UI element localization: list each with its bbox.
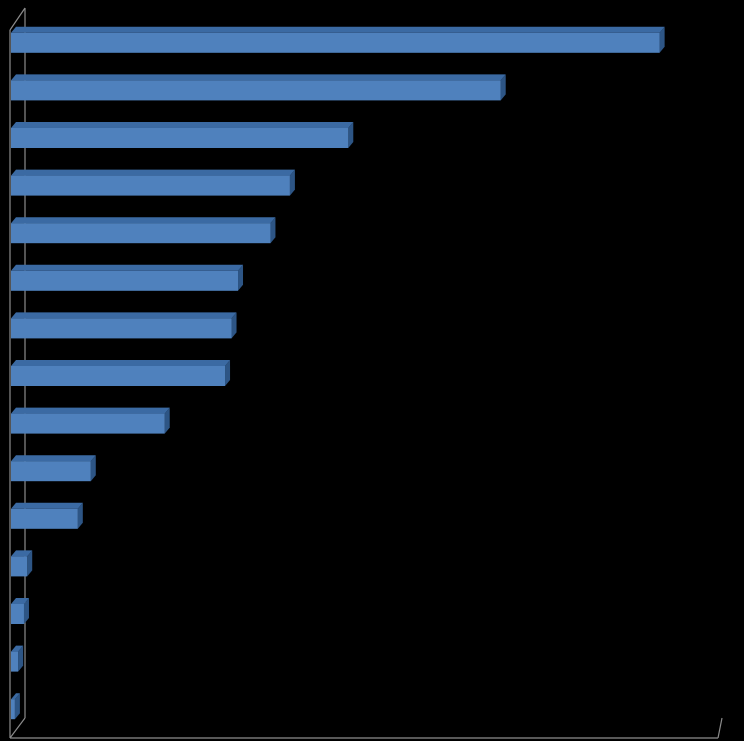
bar-side-face [231,312,237,339]
wall-top-edge [9,7,26,31]
bar [11,508,78,529]
bar-top-face [11,645,24,652]
bar [11,699,15,720]
bar-top-face [11,455,96,462]
bar [11,223,271,244]
bar-side-face [500,74,506,101]
bar [11,366,226,386]
bar-side-face [289,169,295,196]
bar [11,651,19,672]
bar [11,175,290,196]
bar-top-face [11,407,170,414]
bar-side-face [348,122,354,148]
bar-side-face [77,502,83,529]
bar [11,32,660,53]
bar-side-face [238,264,244,291]
bar [11,461,91,482]
bar-top-face [11,312,237,319]
bar [11,128,349,148]
bar-top-face [11,502,83,509]
bar [11,556,28,577]
bar [11,604,24,624]
bar-top-face [11,122,354,128]
bar-top-face [11,74,506,81]
bar-top-face [11,360,231,366]
bar [11,413,165,434]
bar-side-face [164,407,170,434]
floor-side-edge [9,717,26,739]
bar-top-face [11,264,244,271]
bar-side-face [23,598,29,624]
bar-side-face [225,360,231,386]
bar-top-face [11,217,276,224]
bar-side-face [14,693,20,720]
bar-side-face [18,645,24,672]
bar-side-face [659,26,665,53]
bar-top-face [11,169,295,176]
bar-top-face [11,26,665,33]
bar-side-face [27,550,33,577]
bar-top-face [11,598,29,604]
bar-top-face [11,693,20,700]
bar-side-face [90,455,96,482]
bar [11,318,232,339]
bar-top-face [11,550,33,557]
bar [11,270,239,291]
bar [11,80,501,101]
bar-side-face [270,217,276,244]
floor-right-edge [717,717,723,739]
